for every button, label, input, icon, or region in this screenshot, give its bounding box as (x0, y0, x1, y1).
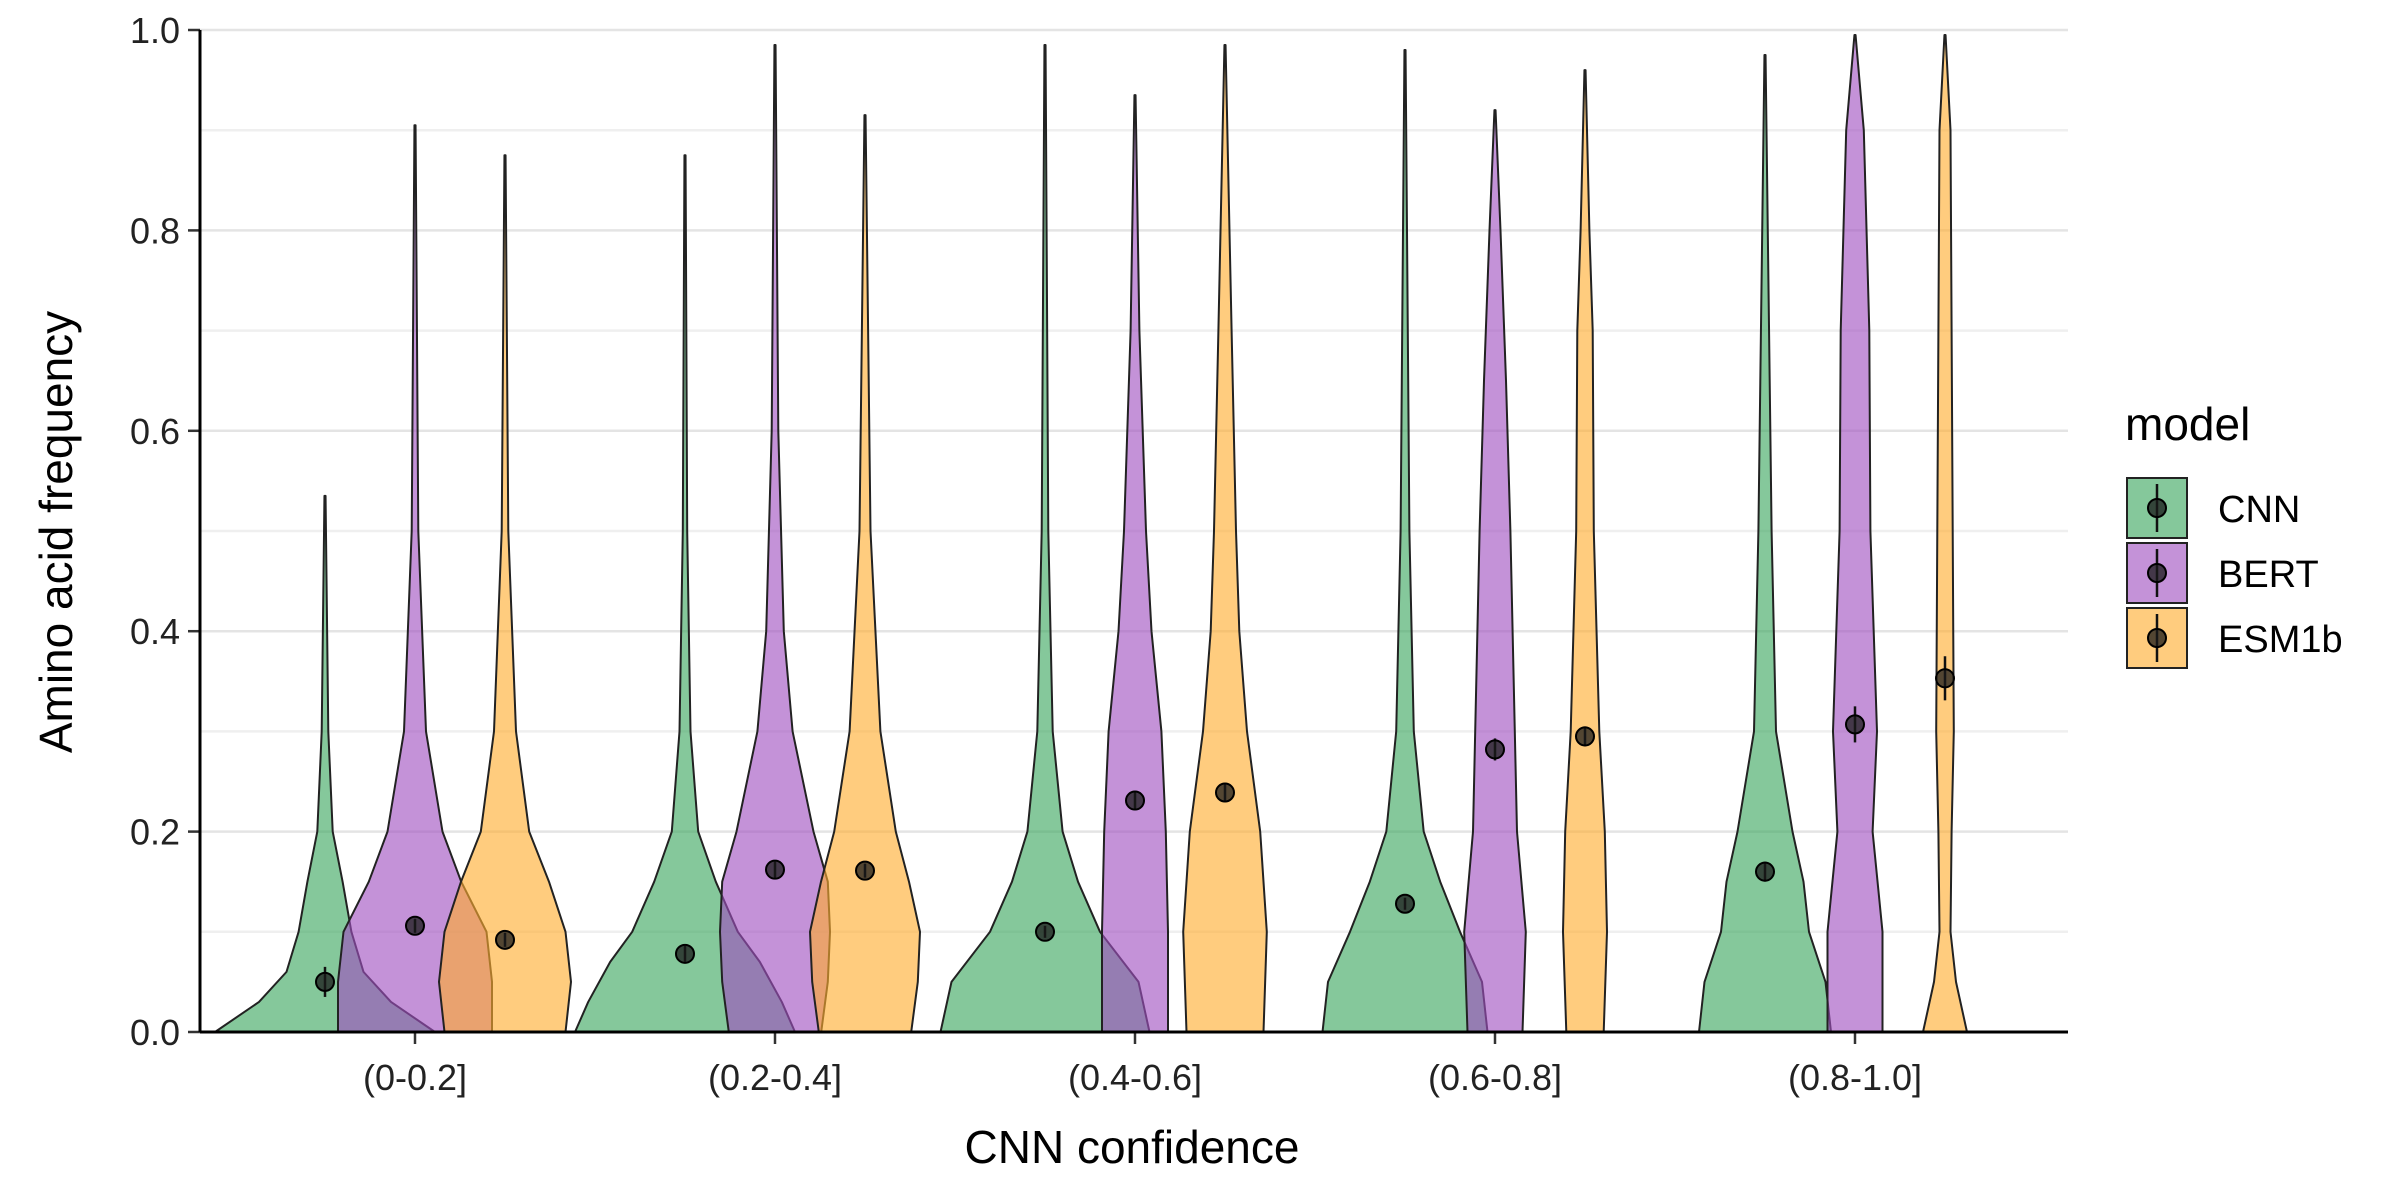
mean-point-cnn (315, 971, 335, 992)
axes: 0.0 0.2 0.4 0.6 0.8 1.0 (0-0.2] (0.2-0.4] (0.4-0… (130, 10, 2068, 1098)
mean-point-bert (1125, 790, 1145, 811)
violin-bert (1101, 94, 1169, 1033)
mean-point-bert (1485, 739, 1505, 760)
mean-point-cnn (1395, 893, 1415, 914)
mean-point-esm1b (1215, 782, 1235, 803)
mean-point-cnn (675, 943, 695, 964)
violin-esm1b (438, 154, 572, 1033)
violin-bert (1826, 34, 1884, 1033)
y-tick-label: 0.0 (130, 1012, 180, 1053)
violin-cnn (1698, 54, 1832, 1033)
legend-label-bert: BERT (2218, 554, 2319, 596)
violins (214, 34, 1968, 1033)
violin-bert (1463, 109, 1527, 1033)
y-tick-label: 0.8 (130, 210, 180, 251)
mean-point-bert (405, 915, 425, 936)
mean-point-bert (765, 859, 785, 880)
mean-point-cnn (1035, 921, 1055, 942)
x-axis-title: CNN confidence (965, 1121, 1300, 1173)
y-tick-label: 0.2 (130, 812, 180, 853)
legend: model CNN BERT ESM1b (2125, 398, 2343, 669)
y-tick-label: 0.6 (130, 411, 180, 452)
x-tick-label: (0.8-1.0] (1788, 1057, 1922, 1098)
violin-cnn (1321, 49, 1489, 1033)
mean-point-esm1b (1575, 726, 1595, 747)
mean-point-esm1b (1935, 668, 1955, 689)
violin-esm1b (1182, 44, 1268, 1033)
mean-point-esm1b (495, 929, 515, 950)
mean-point-cnn (1755, 861, 1775, 882)
x-tick-label: (0.4-0.6] (1068, 1057, 1202, 1098)
y-tick-label: 1.0 (130, 10, 180, 51)
legend-title: model (2125, 398, 2250, 450)
mean-point-esm1b (855, 860, 875, 881)
x-tick-label: (0.2-0.4] (708, 1057, 842, 1098)
legend-key-point (2147, 498, 2167, 518)
violin-esm1b (809, 114, 921, 1033)
violin-bert (719, 44, 831, 1033)
violin-esm1b (1922, 34, 1968, 1033)
legend-label-esm1b: ESM1b (2218, 619, 2343, 661)
x-tick-label: (0-0.2] (363, 1057, 467, 1098)
mean-points (315, 656, 1955, 997)
x-tick-label: (0.6-0.8] (1428, 1057, 1562, 1098)
legend-key-point (2147, 563, 2167, 583)
mean-point-bert (1845, 714, 1865, 735)
violin-esm1b (1562, 69, 1608, 1033)
legend-label-cnn: CNN (2218, 489, 2300, 531)
legend-key-point (2147, 628, 2167, 648)
y-tick-label: 0.4 (130, 611, 180, 652)
y-axis-title: Amino acid frequency (30, 311, 82, 753)
